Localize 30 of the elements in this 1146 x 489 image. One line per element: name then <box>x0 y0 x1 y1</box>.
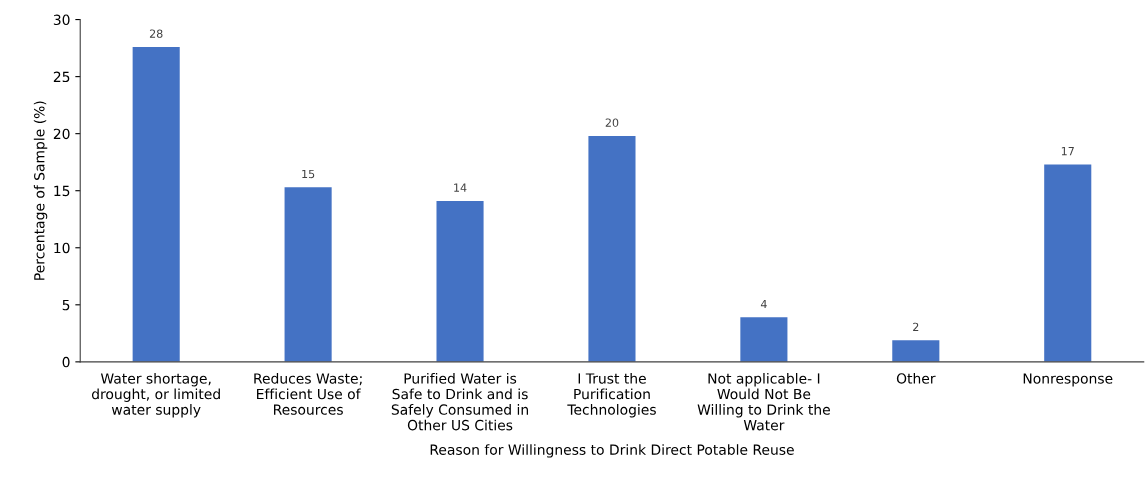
y-tick-label: 10 <box>54 242 70 254</box>
bar <box>588 135 636 362</box>
bar <box>132 46 180 362</box>
data-label: 20 <box>605 118 619 127</box>
x-tick-label: Reduces Waste; Efficient Use of Resources <box>254 372 362 415</box>
y-tick-label: 30 <box>53 14 70 26</box>
x-tick-label: Purified Water is Safe to Drink and is Safely Consumed in Other US Cities <box>391 372 528 431</box>
x-tick-label: I Trust the Purification Technologies <box>567 372 656 418</box>
y-tick-label: 20 <box>53 128 70 140</box>
y-tick-label: 15 <box>54 185 70 197</box>
data-label: 15 <box>302 169 315 179</box>
y-axis-title: Percentage of Sample (%) <box>33 101 48 280</box>
x-tick-label: Nonresponse <box>1023 373 1113 387</box>
data-label: 17 <box>1061 147 1074 156</box>
y-tick-label: 0 <box>62 356 70 368</box>
x-tick-label: Water shortage, drought, or limited water supply <box>91 372 220 418</box>
data-label: 28 <box>149 29 163 38</box>
bar <box>284 187 332 362</box>
x-axis-title: Reason for Willingness to Drink Direct Potable Reuse <box>430 444 794 458</box>
data-label: 14 <box>454 183 467 192</box>
y-tick-label: 25 <box>53 71 70 83</box>
bar <box>1044 164 1092 362</box>
bar <box>740 317 788 362</box>
bar <box>892 340 940 362</box>
data-label: 4 <box>760 300 767 309</box>
data-label: 2 <box>913 322 919 331</box>
x-tick-label: Other <box>896 372 936 384</box>
y-tick-label: 5 <box>62 299 70 311</box>
x-tick-label: Not applicable- I Would Not Be Willing to Drink the Water <box>697 372 830 431</box>
bar <box>436 200 484 362</box>
